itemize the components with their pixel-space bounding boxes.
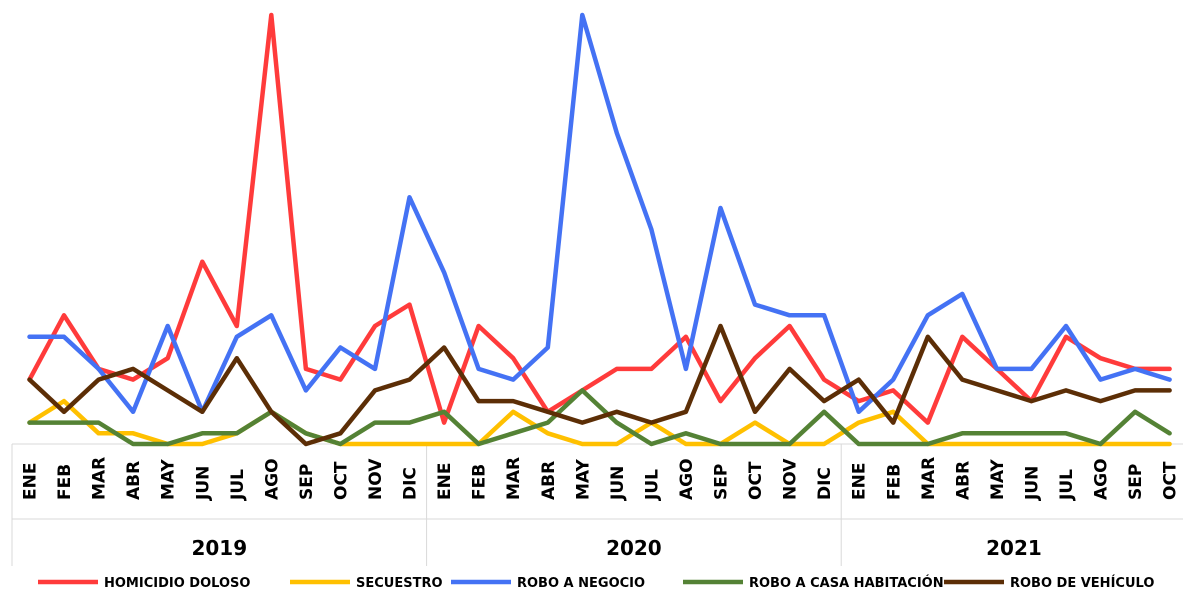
month-label: JUL: [642, 469, 662, 501]
legend-entry-label: ROBO A NEGOCIO: [517, 576, 645, 591]
legend: HOMICIDIO DOLOSO SECUESTRO ROBO A NEGOCIO R…: [38, 575, 1154, 591]
month-label: AGO: [677, 458, 697, 500]
month-label: AGO: [262, 458, 282, 500]
month-label: ABR: [124, 461, 144, 500]
month-label: JUL: [1057, 469, 1077, 501]
series-line: [27, 12, 1172, 425]
month-label: MAY: [988, 459, 1008, 500]
month-label: JUN: [193, 466, 213, 501]
month-label: SEP: [1126, 464, 1146, 500]
month-label: ENE: [435, 463, 455, 500]
series-line: [27, 398, 1172, 447]
month-label: ABR: [953, 461, 973, 500]
series-line: [27, 323, 1172, 447]
year-label: 2019: [191, 536, 247, 560]
month-label: OCT: [1161, 461, 1181, 500]
month-labels: ENE FEB MAR ABR MAY JUN JUL AGO SEP OCT NOV DIC ENE F…: [21, 457, 1181, 501]
month-label: DIC: [401, 467, 421, 500]
month-label: ABR: [539, 461, 559, 500]
month-label: FEB: [884, 464, 904, 500]
year-label: 2021: [986, 536, 1042, 560]
month-label: MAR: [919, 457, 939, 500]
month-label: ENE: [21, 463, 41, 500]
legend-entry-label: ROBO DE VEHÍCULO: [1010, 575, 1154, 591]
month-label: SEP: [712, 464, 732, 500]
month-label: NOV: [366, 458, 386, 500]
month-label: MAR: [504, 457, 524, 500]
month-label: FEB: [55, 464, 75, 500]
legend-entry-label: HOMICIDIO DOLOSO: [104, 576, 250, 591]
month-label: FEB: [470, 464, 490, 500]
month-label: MAY: [159, 459, 179, 500]
month-label: JUN: [608, 466, 628, 501]
legend-entry-label: SECUESTRO: [356, 576, 443, 591]
year-labels: 2019 2020 2021: [191, 536, 1041, 560]
month-label: OCT: [331, 461, 351, 500]
month-label: OCT: [746, 461, 766, 500]
month-label: JUN: [1022, 466, 1042, 501]
series-line: [27, 12, 1172, 415]
series-line: [27, 388, 1172, 447]
month-label: MAR: [90, 457, 110, 500]
month-label: AGO: [1092, 458, 1112, 500]
series-lines: [27, 12, 1172, 447]
legend-entry-label: ROBO A CASA HABITACIÓN: [749, 575, 944, 591]
year-label: 2020: [606, 536, 662, 560]
month-label: NOV: [781, 458, 801, 500]
month-label: ENE: [850, 463, 870, 500]
month-label: JUL: [228, 469, 248, 501]
month-label: SEP: [297, 464, 317, 500]
month-label: MAY: [573, 459, 593, 500]
month-label: DIC: [815, 467, 835, 500]
